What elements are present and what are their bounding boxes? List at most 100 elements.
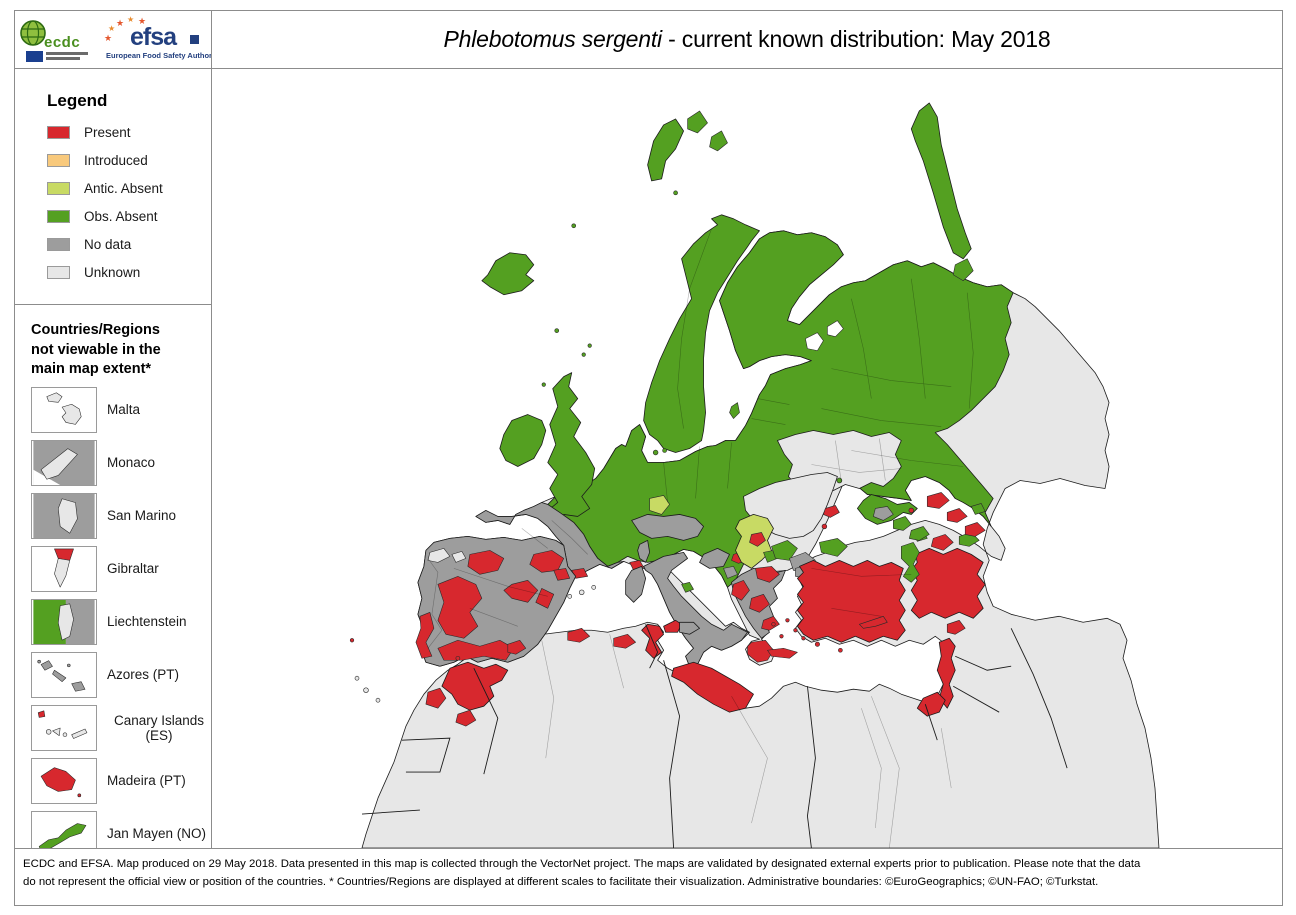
legend-item-antic-absent: Antic. Absent	[47, 181, 211, 196]
admin-lines-iberia	[453, 568, 548, 627]
inset-item-liechtenstein: Liechtenstein	[31, 598, 211, 645]
patch-algeria-present1	[567, 627, 591, 643]
patch-turkey-north-green	[893, 516, 912, 531]
border-syria-iraq	[955, 655, 1012, 671]
patch-bulgaria-east-green	[819, 538, 848, 557]
border-portugal-spain	[427, 558, 443, 649]
region-shetland	[587, 343, 592, 348]
legend-label: Present	[84, 125, 131, 140]
patch-azerbaijan-present	[964, 522, 986, 537]
efsa-star-icon: ★	[116, 17, 125, 28]
efsa-star-icon: ★	[127, 14, 135, 24]
lake-ladoga	[805, 332, 824, 351]
patch-syria-present	[946, 619, 966, 635]
border-egypt-israel	[924, 704, 938, 741]
inset-label: Monaco	[107, 455, 156, 471]
patch-libya-present	[671, 661, 754, 713]
efsa-star-icon: ★	[104, 32, 113, 43]
patch-catalonia-coast-present	[553, 568, 571, 581]
region-novaya-zemlya-south	[952, 258, 974, 282]
patch-spain-south-present	[437, 639, 515, 661]
ecdc-tagline-bar	[46, 56, 80, 60]
patch-caucasus-present1	[926, 492, 950, 509]
region-aegean-island	[785, 618, 790, 623]
legend-heading: Legend	[47, 91, 108, 110]
patch-spain-west-present	[437, 576, 483, 639]
border-mauritania	[361, 809, 420, 815]
efsa-star-icon: ★	[138, 15, 147, 26]
legend-label: Obs. Absent	[84, 209, 158, 224]
title-rest: - current known distribution: May 2018	[661, 26, 1051, 52]
border-morocco-algeria	[473, 668, 499, 775]
patch-alps-antic-absent	[649, 495, 670, 515]
admin-lines-france	[521, 520, 588, 555]
region-turkey-west-south-present	[797, 559, 906, 643]
patch-spain-north-present	[467, 550, 505, 575]
liechtenstein-thumbnail	[31, 598, 97, 645]
inset-item-san-marino: San Marino	[31, 492, 211, 539]
patch-attica-present	[761, 615, 780, 631]
inset-item-malta: Malta	[31, 386, 211, 433]
region-austria	[631, 514, 704, 541]
logo-panel: ecdc ★ ★ ★ ★ ★ efsa European Food Safety…	[14, 10, 221, 69]
patch-valencia-present	[535, 588, 555, 609]
inset-item-azores: Azores (PT)	[31, 651, 211, 698]
border-algeria-tunisia	[645, 624, 659, 669]
patch-italy-green	[681, 582, 694, 593]
region-aegean-island	[771, 622, 776, 627]
patch-algeria-present2	[613, 633, 636, 649]
legend-panel: Legend Present Introduced Antic. Absent …	[14, 68, 212, 305]
legend-swatch-obs-absent	[47, 210, 70, 223]
footer-line2: do not represent the official view or po…	[23, 875, 1099, 888]
region-great-britain	[545, 372, 596, 521]
region-balearics	[579, 589, 585, 596]
patch-serbia-present	[749, 532, 766, 547]
patch-morocco-med-present	[507, 639, 527, 655]
region-iceland	[481, 252, 535, 296]
malta-thumbnail	[31, 386, 97, 433]
patch-caucasus-present2	[946, 508, 968, 523]
patch-morocco-coast-present	[425, 687, 447, 709]
legend-swatch-present	[47, 126, 70, 139]
region-rhodes	[814, 641, 820, 647]
legend-item-present: Present	[47, 125, 211, 140]
inset-label: Madeira (PT)	[107, 773, 186, 789]
azores-thumbnail	[31, 651, 97, 698]
region-bosnia2	[723, 566, 738, 579]
patch-portugal-present	[415, 612, 435, 659]
footer: ECDC and EFSA. Map produced on 29 May 20…	[14, 848, 1283, 906]
region-sardinia	[625, 565, 647, 603]
patch-romania-present	[823, 505, 840, 518]
inset-item-gibraltar: Gibraltar	[31, 545, 211, 592]
patch-morocco-south-present	[455, 709, 477, 727]
patch-epirus-present	[731, 580, 750, 601]
map-panel	[211, 68, 1283, 849]
region-sinai-israel-present	[916, 691, 946, 717]
legend-label: Unknown	[84, 265, 141, 280]
region-atlantic-island	[375, 697, 381, 703]
region-ireland	[499, 414, 547, 467]
border-western-sahara	[401, 737, 451, 773]
inset-label: Liechtenstein	[107, 614, 187, 630]
legend-label: Antic. Absent	[84, 181, 163, 196]
region-balearics	[567, 594, 573, 599]
region-bear-island	[673, 190, 678, 196]
region-sicily-east	[679, 621, 700, 635]
patch-crimea-gray	[873, 506, 894, 521]
region-sicily-west	[663, 619, 682, 633]
region-orkney	[581, 352, 586, 357]
eu-flag-icon	[26, 50, 43, 62]
inset-item-madeira: Madeira (PT)	[31, 757, 211, 804]
region-svalbard-main	[647, 118, 684, 182]
canary-islands-thumbnail	[31, 704, 97, 751]
gibraltar-thumbnail	[31, 545, 97, 592]
border-jordan-saudi	[953, 685, 1000, 713]
region-aegean-island	[779, 634, 784, 639]
region-turkey-east-present	[910, 547, 986, 619]
legend-item-unknown: Unknown	[47, 265, 211, 280]
inset-item-canary-islands: Canary Islands (ES)	[31, 704, 211, 751]
region-aegean-island	[801, 636, 806, 641]
region-levant-present	[936, 637, 956, 709]
patch-gibraltar-present	[455, 655, 461, 661]
